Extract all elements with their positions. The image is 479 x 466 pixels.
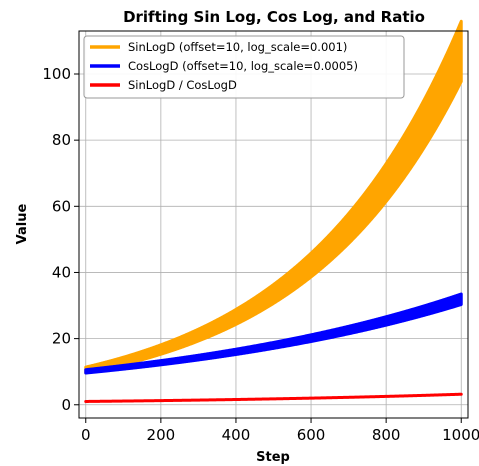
x-tick-label: 400 <box>222 426 251 444</box>
series-band-1 <box>84 292 463 375</box>
legend-label-0: SinLogD (offset=10, log_scale=0.001) <box>128 40 347 54</box>
x-tick-label: 200 <box>147 426 176 444</box>
x-tick-label: 1000 <box>442 426 479 444</box>
legend-label-2: SinLogD / CosLogD <box>128 78 237 92</box>
ticks: 0 200 400 600 800 1000 0 20 40 60 80 100 <box>42 65 479 444</box>
y-tick-label: 80 <box>52 131 71 149</box>
y-tick-label: 40 <box>52 263 71 281</box>
series-band-0 <box>84 19 463 375</box>
y-tick-label: 100 <box>42 65 71 83</box>
plot-frame <box>78 30 469 419</box>
x-tick-label: 600 <box>297 426 326 444</box>
legend-label-1: CosLogD (offset=10, log_scale=0.0005) <box>128 59 358 73</box>
y-tick-label: 0 <box>61 396 71 414</box>
series-layer <box>84 19 463 403</box>
legend-frame <box>83 35 405 99</box>
x-tick-label: 800 <box>372 426 401 444</box>
y-tick-label: 20 <box>52 330 71 348</box>
legend: SinLogD (offset=10, log_scale=0.001) CosL… <box>83 35 405 99</box>
series-line-2 <box>84 392 463 403</box>
x-tick-label: 0 <box>81 426 91 444</box>
y-axis-label: Value <box>15 203 30 244</box>
y-tick-label: 60 <box>52 197 71 215</box>
chart-title: Drifting Sin Log, Cos Log, and Ratio <box>123 8 425 26</box>
x-axis-label: Step <box>256 450 290 465</box>
